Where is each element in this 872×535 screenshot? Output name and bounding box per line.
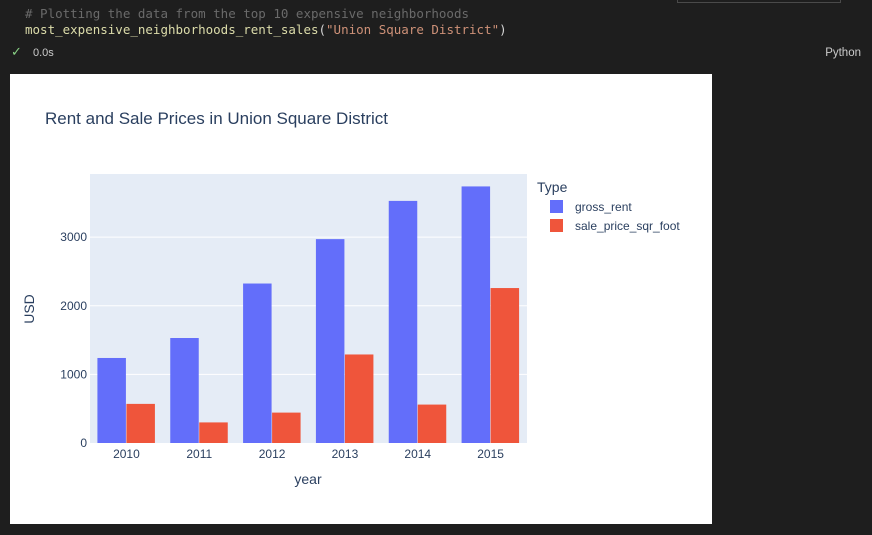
bar-sale_price_sqr_foot-2012	[272, 412, 301, 443]
x-axis-ticks: 2010 2011 2012 2013 2014 2015	[113, 447, 504, 461]
execution-time: 0.0s	[33, 47, 54, 59]
bar-gross_rent-2014	[388, 200, 418, 443]
legend-swatch	[550, 200, 563, 213]
bar-gross_rent-2012	[243, 283, 272, 443]
bar-gross_rent-2015	[461, 186, 491, 443]
x-tick-label: 2012	[259, 447, 286, 461]
y-tick-label: 0	[80, 436, 87, 450]
cell-status-bar: ✓ 0.0s Python	[0, 44, 872, 64]
toolbar-box	[677, 0, 841, 3]
cell-language[interactable]: Python	[825, 47, 861, 59]
bar-gross_rent-2011	[170, 338, 199, 443]
y-tick-label: 3000	[60, 230, 87, 244]
y-tick-label: 2000	[60, 299, 87, 313]
bars	[97, 186, 520, 443]
open-paren: (	[318, 22, 327, 37]
cell-output: Rent and Sale Prices in Union Square Dis…	[10, 74, 712, 524]
legend-title: Type	[537, 179, 568, 195]
y-axis-label: USD	[21, 294, 37, 324]
bar-sale_price_sqr_foot-2013	[344, 354, 374, 443]
function-name: most_expensive_neighborhoods_rent_sales	[25, 22, 319, 37]
x-axis-label: year	[294, 471, 322, 487]
y-tick-label: 1000	[60, 367, 87, 381]
x-tick-label: 2011	[186, 447, 212, 461]
bar-gross_rent-2010	[97, 357, 126, 443]
string-argument: "Union Square District"	[326, 22, 500, 37]
bar-chart: Rent and Sale Prices in Union Square Dis…	[21, 109, 680, 487]
bar-sale_price_sqr_foot-2014	[417, 404, 447, 443]
bar-sale_price_sqr_foot-2015	[490, 288, 520, 443]
x-tick-label: 2010	[113, 447, 140, 461]
check-icon: ✓	[11, 45, 22, 60]
legend-label: sale_price_sqr_foot	[575, 219, 680, 233]
y-axis-ticks: 0 1000 2000 3000	[60, 230, 87, 450]
x-tick-label: 2014	[404, 447, 431, 461]
close-paren: )	[499, 22, 507, 37]
gridlines	[90, 236, 527, 375]
bar-sale_price_sqr_foot-2011	[199, 422, 228, 443]
legend-swatch	[550, 219, 563, 232]
code-cell[interactable]: # Plotting the data from the top 10 expe…	[0, 0, 872, 64]
plot-area	[90, 174, 527, 443]
x-tick-label: 2013	[332, 447, 359, 461]
x-tick-label: 2015	[477, 447, 504, 461]
bar-gross_rent-2013	[315, 239, 345, 443]
code-comment: # Plotting the data from the top 10 expe…	[25, 6, 470, 21]
chart-title: Rent and Sale Prices in Union Square Dis…	[45, 109, 388, 128]
code-line: most_expensive_neighborhoods_rent_sales(…	[25, 22, 507, 37]
legend-label: gross_rent	[575, 200, 632, 214]
bar-sale_price_sqr_foot-2010	[126, 403, 155, 443]
legend: Type gross_rent sale_price_sqr_foot	[537, 179, 680, 233]
